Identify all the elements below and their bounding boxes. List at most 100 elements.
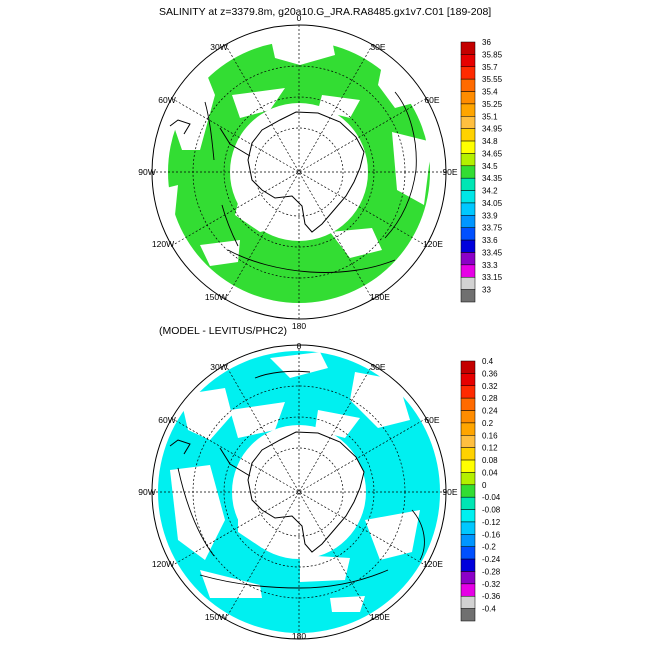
colorbar-label: 34.8 bbox=[482, 137, 498, 146]
colorbar-label: 0.28 bbox=[482, 394, 498, 403]
colorbar-label: -0.08 bbox=[482, 506, 501, 515]
colorbar-swatch bbox=[460, 484, 476, 498]
colorbar-swatch bbox=[460, 595, 476, 609]
colorbar-label: 35.85 bbox=[482, 50, 503, 59]
colorbar-swatch bbox=[460, 583, 476, 597]
lon-label-60w: 60W bbox=[158, 415, 175, 425]
colorbar-label: -0.12 bbox=[482, 518, 501, 527]
lon-label-0: 0 bbox=[297, 13, 302, 23]
colorbar-label: -0.2 bbox=[482, 543, 496, 552]
colorbar-swatch bbox=[460, 410, 476, 424]
colorbar-swatch bbox=[460, 252, 476, 266]
lon-label-90e: 90E bbox=[442, 167, 457, 177]
colorbar-label: 35.7 bbox=[482, 63, 498, 72]
colorbar-swatch bbox=[460, 534, 476, 547]
lon-label-60e: 60E bbox=[424, 95, 439, 105]
colorbar-label: 34.5 bbox=[482, 162, 498, 171]
colorbar-label: 0.12 bbox=[482, 444, 498, 453]
graticule bbox=[152, 345, 446, 639]
colorbar-swatch bbox=[460, 558, 476, 572]
colorbar-label: 33.6 bbox=[482, 236, 498, 245]
colorbar-label: 0.24 bbox=[482, 407, 498, 416]
colorbar-label: -0.32 bbox=[482, 580, 501, 589]
lon-label-0: 0 bbox=[297, 341, 302, 351]
colorbar-label: 33.45 bbox=[482, 248, 503, 257]
lon-label-150w: 150W bbox=[205, 612, 227, 622]
lon-label-30w: 30W bbox=[210, 362, 227, 372]
lon-label-90w: 90W bbox=[138, 487, 155, 497]
colorbar-label: 33 bbox=[482, 286, 491, 295]
colorbar-label: -0.36 bbox=[482, 592, 501, 601]
colorbar-label: 33.75 bbox=[482, 224, 503, 233]
colorbar-label: 33.9 bbox=[482, 211, 498, 220]
colorbar-label: 35.55 bbox=[482, 75, 503, 84]
colorbar-label: -0.16 bbox=[482, 530, 501, 539]
lon-label-150e: 150E bbox=[370, 612, 390, 622]
colorbar-swatch bbox=[460, 289, 476, 303]
colorbar-label: -0.04 bbox=[482, 493, 501, 502]
colorbar-swatch bbox=[460, 78, 476, 92]
colorbar-label: 34.35 bbox=[482, 174, 503, 183]
colorbar-swatch bbox=[460, 239, 476, 253]
colorbar-swatch bbox=[460, 103, 476, 117]
colorbar-swatch bbox=[460, 66, 476, 80]
colorbar-swatch bbox=[460, 459, 476, 473]
colorbar-swatch bbox=[460, 509, 476, 523]
colorbar-label: 0.4 bbox=[482, 357, 494, 366]
difference-polar-map: 0 30E 60E 90E 120E 150E 180 150W 120W 90… bbox=[138, 341, 458, 641]
colorbar-label: 0.04 bbox=[482, 468, 498, 477]
colorbar-swatch bbox=[460, 385, 476, 399]
colorbar-label: -0.24 bbox=[482, 555, 501, 564]
lon-label-60e: 60E bbox=[424, 415, 439, 425]
lon-label-150w: 150W bbox=[205, 292, 227, 302]
lon-label-90e: 90E bbox=[442, 487, 457, 497]
map-title-difference: (MODEL - LEVITUS/PHC2) bbox=[159, 325, 287, 337]
colorbar-label: 0.36 bbox=[482, 369, 498, 378]
colorbar-swatch bbox=[460, 128, 476, 142]
colorbar-swatch bbox=[460, 153, 476, 167]
colorbar-label: 0.2 bbox=[482, 419, 494, 428]
colorbar-swatch bbox=[460, 276, 476, 290]
colorbar-label: -0.28 bbox=[482, 567, 501, 576]
lon-label-60w: 60W bbox=[158, 95, 175, 105]
colorbar-swatch bbox=[460, 546, 476, 560]
colorbar-swatch bbox=[460, 227, 476, 241]
lon-label-30e: 30E bbox=[370, 42, 385, 52]
colorbar-swatch bbox=[460, 54, 476, 68]
colorbar-swatch bbox=[460, 422, 476, 436]
difference-field-fill bbox=[158, 351, 440, 633]
map-title-salinity: SALINITY at z=3379.8m, g20a10.G_JRA.RA84… bbox=[159, 6, 492, 18]
salinity-colorbar: 36 35.85 35.7 35.55 35.4 35.25 35.1 34.95 34.8 34… bbox=[460, 38, 503, 303]
colorbar-swatch bbox=[460, 215, 476, 228]
colorbar-swatch bbox=[460, 608, 476, 622]
colorbar-label: 0.16 bbox=[482, 431, 498, 440]
lon-label-180: 180 bbox=[292, 631, 306, 641]
colorbar-swatch bbox=[460, 435, 476, 448]
lon-label-180: 180 bbox=[292, 321, 306, 331]
colorbar-label: 36 bbox=[482, 38, 491, 47]
colorbar-swatch bbox=[460, 360, 476, 374]
colorbar-swatch bbox=[460, 165, 476, 179]
colorbar-label: 34.95 bbox=[482, 125, 503, 134]
lon-label-120e: 120E bbox=[423, 239, 443, 249]
colorbar-label: 35.4 bbox=[482, 88, 498, 97]
difference-colorbar: 0.4 0.36 0.32 0.28 0.24 0.2 0.16 0.12 0.08 0.04 0 -… bbox=[460, 357, 501, 622]
colorbar-swatch bbox=[460, 397, 476, 411]
colorbar-swatch bbox=[460, 521, 476, 535]
lon-label-90w: 90W bbox=[138, 167, 155, 177]
graticule bbox=[152, 25, 446, 319]
colorbar-swatch bbox=[460, 373, 476, 387]
lon-label-120e: 120E bbox=[423, 559, 443, 569]
colorbar-swatch bbox=[460, 571, 476, 585]
salinity-polar-map: 0 30E 60E 90E 120E 150E 180 150W 120W 90… bbox=[138, 13, 458, 331]
colorbar-swatch bbox=[460, 116, 476, 129]
colorbar-label: 34.65 bbox=[482, 149, 503, 158]
colorbar-label: 0.32 bbox=[482, 382, 498, 391]
colorbar-swatch bbox=[460, 140, 476, 154]
colorbar-label: 34.05 bbox=[482, 199, 503, 208]
colorbar-label: 34.2 bbox=[482, 187, 498, 196]
colorbar-label: 0 bbox=[482, 481, 487, 490]
colorbar-label: 35.25 bbox=[482, 100, 503, 109]
colorbar-label: 33.3 bbox=[482, 261, 498, 270]
